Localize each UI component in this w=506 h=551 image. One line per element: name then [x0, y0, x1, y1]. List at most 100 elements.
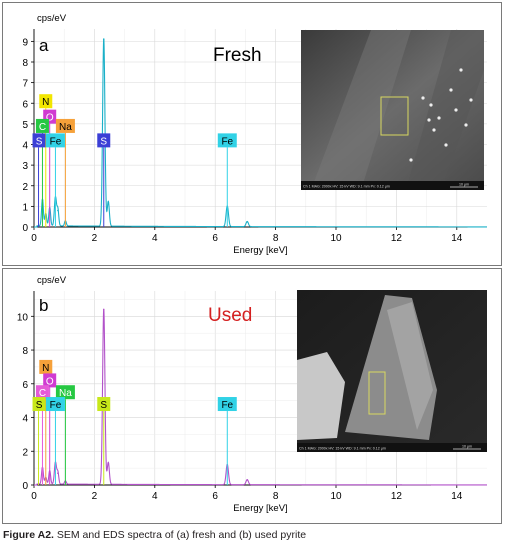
sem-speck: [432, 128, 436, 132]
element-label: S: [100, 136, 107, 147]
panel-b: 0 2 4 6 8 10 0 2 4 6 8 10 12 14 cps/eV Energy [keV] N O C N…: [2, 268, 502, 524]
sem-speck: [449, 88, 453, 92]
y-axis-label: cps/eV: [37, 13, 67, 24]
y-tick-label: 7: [22, 79, 28, 90]
sem-scale-label: 10 µm: [459, 183, 469, 187]
sem-info-bar: [301, 181, 484, 190]
spectrum-peak: [57, 472, 59, 474]
element-label-box: [39, 359, 53, 374]
spectrum-line: [34, 308, 487, 486]
sem-image-a: Ch 1 MAG: 2000x HV: 15 kV WD: 9.1 mm Px:…: [301, 30, 484, 190]
element-label: S: [36, 136, 43, 147]
sem-info-bar: [297, 443, 487, 452]
element-label: S: [100, 400, 107, 411]
element-label: N: [42, 97, 49, 108]
element-label-box: [217, 397, 237, 412]
caption-text: SEM and EDS spectra of (a) fresh and (b)…: [56, 529, 307, 541]
y-tick-label: 6: [22, 380, 28, 391]
element-label: Fe: [221, 400, 233, 411]
spectrum-peak: [246, 221, 249, 223]
element-label: Fe: [221, 136, 233, 147]
x-tick-label: 0: [31, 491, 37, 502]
x-tick-label: 6: [212, 491, 218, 502]
y-tick-label: 0: [22, 223, 28, 234]
sem-speck: [469, 98, 473, 102]
panel-a: 0 1 2 3 4 5 6 7 8 9 0 2 4 6 8 10 12 14 cps/eV Energy [keV] N…: [2, 2, 502, 266]
sem-fragment: [297, 352, 345, 440]
y-tick-label: 1: [22, 202, 28, 213]
element-label-box: [45, 397, 65, 412]
element-label: Fe: [50, 136, 62, 147]
element-label-box: [32, 397, 46, 412]
sem-speck: [437, 116, 441, 120]
spectrum-peak: [107, 462, 110, 464]
element-label-box: [39, 94, 53, 109]
y-tick-label: 0: [22, 481, 28, 492]
x-tick-label: 10: [330, 491, 342, 502]
panel-letter: a: [39, 36, 49, 55]
sem-speck: [454, 108, 458, 112]
x-axis-label: Energy [keV]: [233, 245, 287, 256]
y-tick-label: 4: [22, 414, 28, 425]
y-tick-label: 5: [22, 120, 28, 131]
element-label-box: [55, 385, 75, 400]
spectrum-peak: [102, 308, 105, 311]
sem-info-text: Ch 1 MAG: 2000x HV: 15 kV WD: 9.1 mm Px:…: [303, 185, 390, 189]
sem-texture: [406, 30, 484, 190]
x-tick-label: 10: [330, 233, 342, 244]
y-axis-label: cps/eV: [37, 275, 67, 286]
y-tick-label: 10: [17, 312, 29, 323]
element-label: N: [42, 363, 49, 374]
figure-caption: Figure A2. SEM and EDS spectra of (a) fr…: [3, 529, 306, 541]
condition-label: Used: [208, 305, 252, 326]
caption-label: Figure A2.: [3, 529, 54, 541]
sem-info-text: Ch 1 MAG: 2000x HV: 15 kV WD: 9.1 mm Px:…: [299, 447, 386, 451]
sem-speck: [459, 68, 463, 72]
element-label: O: [46, 376, 54, 387]
sem-speck: [444, 143, 448, 147]
y-tick-label: 9: [22, 37, 28, 48]
spectrum-peak: [107, 201, 110, 204]
y-tick-label: 6: [22, 99, 28, 110]
sem-analysis-box: [368, 371, 386, 415]
y-tick-label: 2: [22, 182, 28, 193]
spectrum-peak: [102, 38, 105, 41]
element-label: Na: [59, 122, 72, 133]
spectrum-line: [34, 38, 487, 228]
element-label: S: [36, 400, 43, 411]
element-label-box: [97, 133, 111, 148]
sem-analysis-box: [380, 96, 409, 136]
element-label-box: [43, 373, 57, 388]
x-tick-label: 2: [92, 491, 98, 502]
x-tick-label: 4: [152, 233, 158, 244]
condition-label: Fresh: [213, 45, 262, 66]
sem-image-b: Ch 1 MAG: 2000x HV: 15 kV WD: 9.1 mm Px:…: [297, 290, 487, 452]
element-label: C: [39, 388, 46, 399]
element-label: O: [46, 113, 54, 124]
y-tick-label: 8: [22, 58, 28, 69]
element-label-box: [97, 397, 111, 412]
sem-scale-label: 10 µm: [462, 445, 472, 449]
panel-letter: b: [39, 296, 48, 315]
x-tick-label: 6: [212, 233, 218, 244]
y-tick-label: 3: [22, 161, 28, 172]
x-tick-label: 12: [391, 233, 403, 244]
sem-texture: [311, 30, 411, 190]
element-label: Fe: [50, 400, 62, 411]
element-label-box: [35, 385, 49, 400]
element-label: Na: [59, 388, 72, 399]
sem-speck: [429, 103, 433, 107]
x-tick-label: 14: [451, 491, 463, 502]
x-tick-label: 14: [451, 233, 463, 244]
x-tick-label: 2: [92, 233, 98, 244]
element-label-box: [55, 118, 75, 133]
y-tick-label: 2: [22, 447, 28, 458]
element-label-box: [45, 133, 65, 148]
y-tick-label: 8: [22, 346, 28, 357]
spectrum-peak: [246, 479, 249, 481]
spectrum-peak: [57, 209, 59, 212]
sem-speck: [421, 96, 425, 100]
sem-speck: [464, 123, 468, 127]
